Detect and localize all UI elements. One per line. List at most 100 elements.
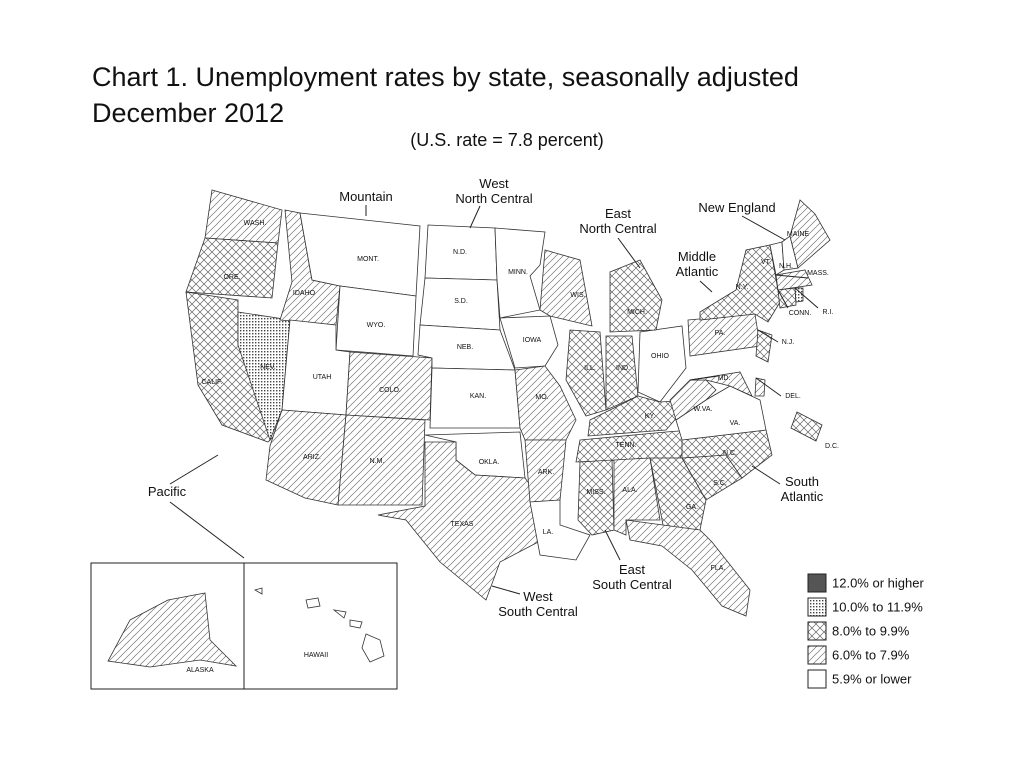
state-label: NEV. [260, 364, 276, 371]
state-shape [529, 499, 591, 561]
state-label: ARK. [538, 469, 554, 476]
state-label: WIS. [570, 292, 585, 299]
state-shape [637, 325, 687, 403]
state-label: NEB. [457, 344, 473, 351]
state-label: PA. [715, 330, 726, 337]
region-label: North Central [579, 221, 656, 236]
state-label: LA. [543, 529, 554, 536]
region-leader [699, 280, 713, 293]
legend-swatch [807, 573, 827, 593]
state-shape [539, 249, 593, 327]
region-leader [169, 454, 219, 485]
legend: 12.0% or higher 10.0% to 11.9% 8.0% to 9.9… [807, 573, 924, 689]
state-label: N.M. [370, 458, 385, 465]
region-label: North Central [455, 191, 532, 206]
region-label: South Central [498, 604, 578, 619]
region-leader [491, 585, 521, 595]
state-label: R.I. [823, 309, 834, 316]
state-label: MICH. [627, 309, 647, 316]
region-label: West [523, 589, 553, 604]
region-leader [617, 237, 641, 269]
state-label: ORE. [223, 274, 240, 281]
state-label: ALASKA [186, 667, 214, 674]
state-leader [689, 375, 719, 381]
state-shape [790, 411, 823, 442]
state-label: IDAHO [293, 290, 316, 297]
legend-label: 12.0% or higher [832, 575, 924, 590]
region-label: Pacific [148, 484, 187, 499]
state-label: IOWA [523, 337, 542, 344]
state-shape [777, 287, 797, 309]
legend-swatch [807, 645, 827, 665]
state-label: OHIO [651, 353, 669, 360]
state-leader [755, 377, 782, 397]
state-label: KAN. [470, 393, 486, 400]
state-shape [253, 587, 385, 663]
region-label: West [479, 176, 509, 191]
state-label: CONN. [789, 310, 812, 317]
state-label: MINN. [508, 269, 528, 276]
state-leader [777, 289, 789, 309]
legend-label: 10.0% to 11.9% [832, 599, 923, 614]
region-label: Atlantic [676, 264, 719, 279]
state-label: MISS. [586, 489, 605, 496]
state-label: MAINE [787, 231, 810, 238]
state-label: TENN. [616, 442, 637, 449]
legend-swatch [807, 669, 827, 689]
state-shape [204, 189, 283, 244]
state-label: OKLA. [479, 459, 500, 466]
state-label: MO. [535, 394, 548, 401]
state-label: TEXAS [451, 521, 474, 528]
legend-swatch [807, 621, 827, 641]
legend-label: 8.0% to 9.9% [832, 623, 910, 638]
state-label: GA. [686, 504, 698, 511]
date: December 2012 [92, 98, 284, 128]
state-label: S.D. [454, 298, 468, 305]
state-shape [185, 237, 279, 299]
legend-label: 6.0% to 7.9% [832, 647, 910, 662]
state-leader [775, 274, 809, 279]
state-shape [789, 199, 831, 269]
state-label: CALIF. [201, 379, 222, 386]
state-shape [577, 459, 615, 536]
state-shape [514, 365, 577, 441]
state-label: KY. [645, 413, 655, 420]
state-shape [499, 315, 559, 369]
region-label: Middle [678, 249, 716, 264]
state-label: DEL. [785, 393, 801, 400]
state-label: HAWAII [304, 652, 328, 659]
state-label: S.C. [713, 480, 727, 487]
region-label: East [619, 562, 645, 577]
region-label: South Central [592, 577, 672, 592]
states: WASH. ORE. CALIF. NEV. IDAHO MONT. WYO. UTAH COL… [107, 189, 839, 674]
state-shape [775, 269, 813, 291]
state-label: N.J. [782, 339, 795, 346]
legend-swatch [807, 597, 827, 617]
state-label: ARIZ. [303, 454, 321, 461]
state-shape [337, 414, 426, 506]
state-label: WYO. [367, 322, 386, 329]
region-label: Mountain [339, 189, 392, 204]
legend-label: 5.9% or lower [832, 671, 912, 686]
state-label: VA. [730, 420, 741, 427]
state-label: VT. [761, 259, 771, 266]
title: Chart 1. Unemployment rates by state, se… [92, 62, 799, 92]
region-label: East [605, 206, 631, 221]
region-leader [751, 465, 781, 485]
state-label: N.H. [779, 263, 793, 270]
state-shape [625, 519, 751, 617]
state-label: N.C. [723, 450, 737, 457]
state-label: W.VA. [694, 406, 713, 413]
state-shape [494, 227, 546, 319]
state-label: MASS. [807, 270, 829, 277]
state-label: ALA. [622, 487, 637, 494]
region-label: South [785, 474, 819, 489]
state-label: FLA. [711, 565, 726, 572]
state-shape [794, 287, 804, 303]
state-shape [755, 329, 773, 363]
state-label: WASH. [244, 220, 267, 227]
state-label: N.D. [453, 249, 467, 256]
state-shape [565, 329, 607, 417]
